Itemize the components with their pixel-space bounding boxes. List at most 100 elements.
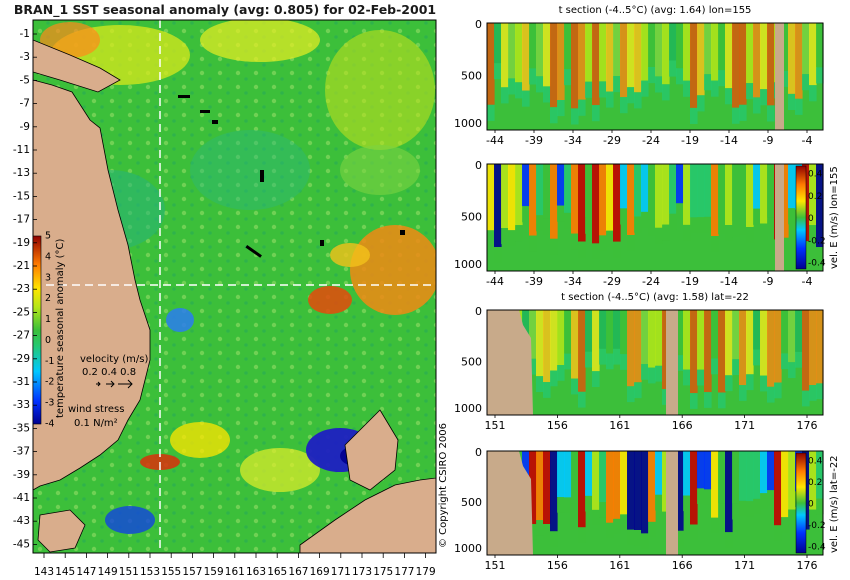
vel-colorbar [795, 452, 807, 554]
panel-cell [655, 23, 663, 77]
panel-cell [760, 223, 768, 240]
panel-cell [669, 164, 677, 214]
panel-x-tick: -29 [603, 134, 621, 147]
lon-tick-label: 153 [140, 566, 160, 578]
map-plot [33, 20, 436, 553]
panel-cell [690, 524, 698, 541]
panel-cell [634, 310, 642, 383]
panel-cell [620, 23, 628, 98]
panel-cell [711, 164, 719, 236]
panel-cell [788, 362, 796, 378]
panel-cell [676, 310, 684, 356]
lon-tick-label: 159 [204, 566, 224, 578]
panel-cell [704, 164, 712, 217]
panel-x-tick: -34 [564, 275, 582, 288]
panel-x-tick: -44 [486, 134, 504, 147]
panel-cell [781, 237, 789, 254]
panel-cell [753, 451, 761, 499]
panel-x-tick: -9 [763, 275, 774, 288]
panel-x-tick: 166 [672, 419, 693, 432]
panel-cell [564, 310, 572, 354]
panel-cell [683, 164, 691, 225]
panel-cell [725, 164, 733, 225]
panel-cell [788, 164, 796, 209]
lat-tick-label: -39 [13, 469, 30, 481]
panel-cell [697, 164, 705, 218]
colorbar-tick-label: -3 [45, 398, 54, 409]
lat-tick-label: -13 [13, 167, 30, 179]
panel-cell [585, 495, 593, 512]
panel-cell [732, 164, 740, 221]
panel-cell [627, 310, 635, 387]
lon-tick-label: 147 [76, 566, 96, 578]
panel-cell [809, 23, 817, 86]
panel-cell [494, 247, 502, 264]
panel-cell [620, 310, 628, 355]
panel-cell [641, 164, 649, 212]
panel-x-tick: -14 [720, 134, 738, 147]
panel-cell [725, 23, 733, 89]
panel-cell [809, 225, 817, 242]
panel-cell [613, 164, 621, 242]
lat-tick-label: -29 [13, 353, 30, 365]
panel-cell [809, 85, 817, 102]
vel-colorbar-tick: -0.2 [808, 521, 826, 531]
panel-cell [746, 310, 754, 375]
panel-x-tick: -14 [720, 275, 738, 288]
panel-cell [683, 369, 691, 386]
panel-cell [816, 451, 824, 499]
new-zealand-north [344, 409, 399, 491]
panel-cell [522, 206, 530, 223]
panel-cell [655, 164, 663, 228]
panel-cell [760, 310, 768, 376]
panel-cell [501, 164, 509, 228]
panel-cell [648, 367, 656, 384]
panel-cell [599, 81, 607, 98]
map-colorbar-ticks: 5 4 3 2 1 0 -1 -2 -3 -4 [45, 231, 54, 430]
panel-x-tick: -39 [525, 134, 543, 147]
panel-cell [564, 451, 572, 498]
panel-cell [536, 23, 544, 77]
panel-cell [564, 212, 572, 229]
panel-cell [620, 451, 628, 515]
panel-cell [746, 501, 754, 517]
wind-scale: 0.1 N/m² [74, 418, 118, 429]
panel-cell [592, 164, 600, 244]
panel-cell [578, 164, 586, 242]
panel-cell [557, 310, 565, 365]
velocity-arrows [96, 379, 133, 389]
panel-cell [809, 385, 817, 401]
panel-cell [494, 23, 502, 64]
panel-y-tick: 1000 [454, 402, 482, 415]
panel-cell [662, 84, 670, 101]
lon-tick-label: 155 [161, 566, 181, 578]
panel-cell [529, 310, 537, 359]
panel-x-tick: -44 [486, 275, 504, 288]
lat-tick-label: -35 [13, 422, 30, 434]
panel-cell [781, 353, 789, 370]
panel-cell [508, 23, 516, 79]
lat-tick-label: -23 [13, 283, 30, 295]
panel-cell [494, 63, 502, 80]
lon-tick-label: 163 [246, 566, 266, 578]
lon-tick-label: 151 [119, 566, 139, 578]
panel-cell [809, 451, 817, 510]
panel-cell [557, 164, 565, 206]
panel-cell [592, 310, 600, 372]
panel-cell [529, 23, 537, 69]
panel-cell [550, 107, 558, 124]
panel-cell [683, 23, 691, 81]
panel-cell [634, 382, 642, 399]
panel-cell [599, 310, 607, 349]
panel-cell [599, 451, 607, 503]
lon-tick-label: 171 [331, 566, 351, 578]
panel-cell [753, 97, 761, 114]
panel-cell [662, 511, 670, 528]
panel-cell [718, 23, 726, 71]
vel-colorbar-tick: 0 [808, 214, 814, 224]
panel-cell [746, 164, 754, 227]
panel-cell [648, 67, 656, 84]
panel-cell [662, 310, 670, 390]
panel-cell [508, 164, 516, 231]
panel-x-tick: 176 [797, 559, 818, 572]
